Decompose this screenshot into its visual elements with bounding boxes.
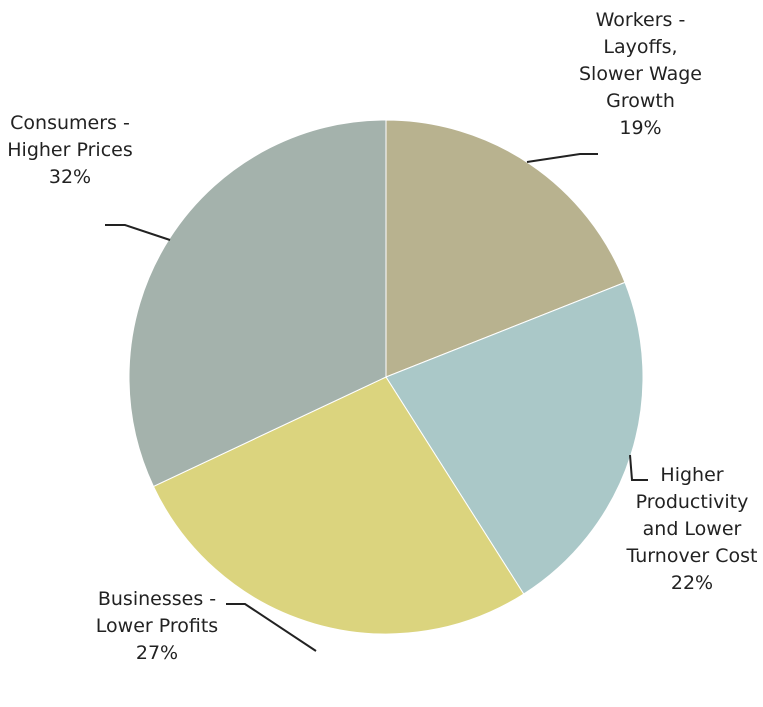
category-label: Consumers -Higher Prices	[7, 112, 133, 161]
slice-label: Workers - Layoffs, Slower Wage Growth 19…	[578, 7, 703, 142]
leader-line	[105, 224, 171, 241]
category-label: Higher Productivity and Lower Turnover C…	[626, 464, 758, 567]
leader-line	[226, 603, 317, 652]
pie-slice	[385, 119, 626, 378]
value-label: 22%	[670, 572, 714, 594]
pie-slice	[152, 376, 525, 635]
category-label: Businesses - Lower Profits	[95, 588, 219, 637]
slice-label: Businesses - Lower Profits 27%	[82, 586, 232, 667]
leader-lines	[105, 153, 648, 652]
value-label: 19%	[619, 117, 662, 139]
leader-line	[629, 454, 648, 481]
value-label: 32%	[48, 166, 92, 188]
value-label: 27%	[135, 642, 179, 664]
slice-label: Higher Productivity and Lower Turnover C…	[622, 462, 762, 597]
slice-label: Consumers -Higher Prices 32%	[5, 110, 135, 191]
category-label: Workers - Layoffs, Slower Wage Growth	[578, 9, 702, 112]
leader-line	[526, 153, 598, 163]
